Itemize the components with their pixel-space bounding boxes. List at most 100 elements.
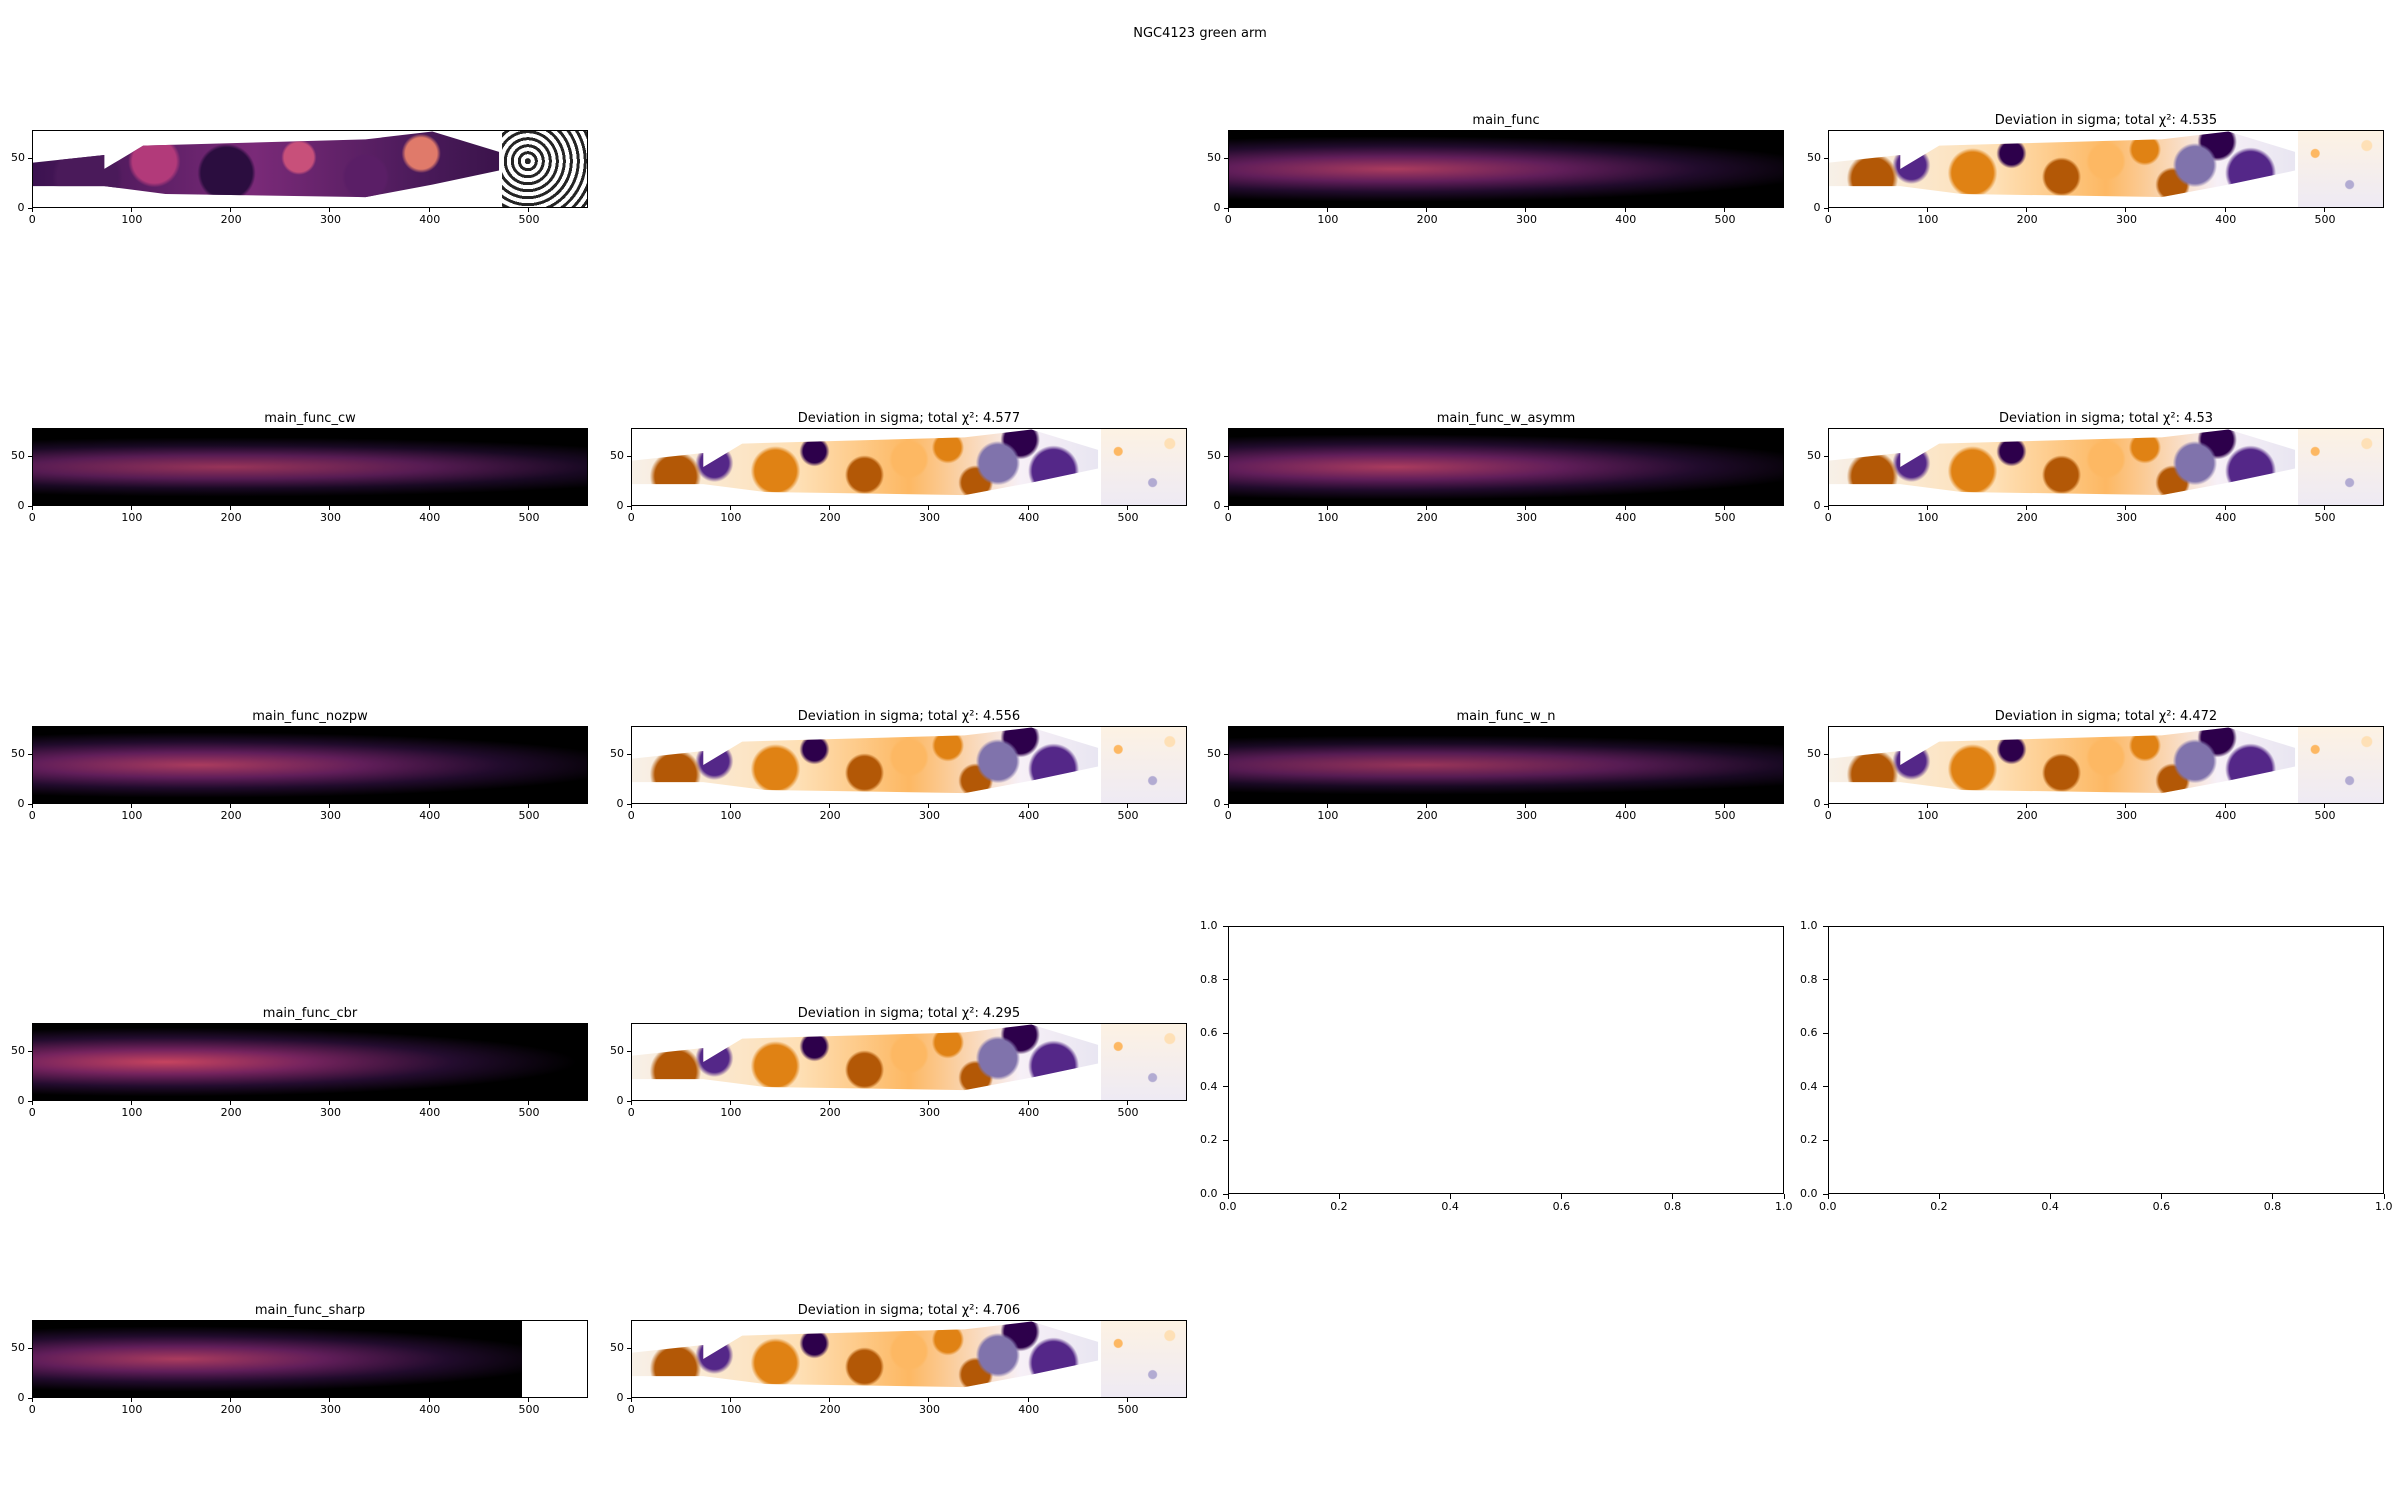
x-tick-mark	[329, 208, 331, 212]
x-tick-mark	[31, 1398, 33, 1402]
y-tick-mark	[1223, 1139, 1228, 1141]
x-tick-mark	[1723, 506, 1725, 510]
x-tick-mark	[829, 1398, 831, 1402]
y-tick-label: 50	[610, 1341, 624, 1354]
x-tick-label: 400	[1018, 1106, 1040, 1119]
x-tick-mark	[2224, 208, 2226, 212]
x-tick-label: 400	[1615, 809, 1637, 822]
x-tick-mark	[1426, 208, 1428, 212]
x-tick-label: 300	[2115, 213, 2137, 226]
x-tick-mark	[1027, 1398, 1029, 1402]
y-tick-mark	[627, 1347, 631, 1349]
x-tick-mark	[630, 506, 632, 510]
axes-frame	[1828, 130, 2384, 208]
x-tick-mark	[2323, 208, 2325, 212]
y-tick-mark	[1223, 1086, 1228, 1088]
x-tick-label: 400	[1018, 1403, 1040, 1416]
x-tick-label: 0	[28, 213, 36, 226]
x-tick-label: 200	[220, 1106, 242, 1119]
x-tick-mark	[2026, 506, 2028, 510]
x-tick-label: 200	[1416, 511, 1438, 524]
y-tick-label: 0	[17, 499, 25, 512]
panel-title: Deviation in sigma; total χ²: 4.53	[1998, 411, 2214, 426]
x-tick-label: 100	[1917, 511, 1939, 524]
x-tick-mark	[1938, 1194, 1940, 1199]
x-tick-mark	[1624, 804, 1626, 808]
y-tick-label: 50	[610, 747, 624, 760]
x-tick-mark	[428, 208, 430, 212]
x-tick-label: 400	[2215, 809, 2237, 822]
panel-title: main_func_cw	[264, 411, 356, 426]
x-tick-mark	[1827, 506, 1829, 510]
x-tick-label: 300	[319, 1403, 341, 1416]
model-image	[32, 428, 588, 506]
panel-title: Deviation in sigma; total χ²: 4.295	[797, 1006, 1021, 1021]
y-tick-label: 0.6	[1800, 1026, 1818, 1040]
x-tick-label: 0	[28, 511, 36, 524]
x-tick-label: 200	[1416, 213, 1438, 226]
x-tick-mark	[1525, 506, 1527, 510]
x-tick-label: 100	[121, 1106, 143, 1119]
x-tick-label: 400	[1615, 213, 1637, 226]
y-tick-mark	[1224, 505, 1228, 507]
x-tick-mark	[2272, 1194, 2274, 1199]
x-tick-mark	[1027, 804, 1029, 808]
x-tick-mark	[1227, 1194, 1229, 1199]
x-tick-label: 500	[518, 1403, 540, 1416]
deviation-image	[631, 428, 1187, 506]
x-tick-mark	[1227, 506, 1229, 510]
x-tick-mark	[2125, 506, 2127, 510]
y-tick-label: 0	[616, 499, 624, 512]
deviation-noise	[1101, 1023, 1187, 1101]
x-tick-mark	[1126, 804, 1128, 808]
y-tick-label: 50	[11, 151, 25, 164]
x-tick-label: 0	[627, 511, 635, 524]
x-tick-mark	[1723, 208, 1725, 212]
x-tick-label: 300	[319, 213, 341, 226]
x-tick-mark	[1827, 1194, 1829, 1199]
axes-frame	[1228, 428, 1784, 506]
x-tick-label: 200	[220, 511, 242, 524]
x-tick-mark	[1326, 208, 1328, 212]
x-tick-mark	[230, 1398, 232, 1402]
panel-title: Deviation in sigma; total χ²: 4.577	[797, 411, 1021, 426]
deviation-image	[631, 726, 1187, 804]
x-tick-mark	[630, 804, 632, 808]
y-tick-mark	[1823, 979, 1828, 981]
y-tick-label: 0	[17, 1391, 25, 1404]
x-tick-mark	[1126, 506, 1128, 510]
x-tick-mark	[2323, 506, 2325, 510]
x-tick-label: 0	[627, 809, 635, 822]
x-tick-label: 200	[2016, 511, 2038, 524]
model-image	[1228, 726, 1784, 804]
x-tick-label: 400	[2215, 511, 2237, 524]
x-tick-mark	[1561, 1194, 1563, 1199]
y-tick-mark	[627, 753, 631, 755]
x-tick-mark	[230, 506, 232, 510]
x-tick-label: 300	[1515, 511, 1537, 524]
x-tick-mark	[130, 506, 132, 510]
y-tick-mark	[1223, 979, 1228, 981]
x-tick-mark	[1326, 804, 1328, 808]
figure-suptitle: NGC4123 green arm	[1133, 26, 1267, 41]
data-noise	[502, 130, 588, 208]
empty-axes	[1828, 926, 2384, 1194]
y-tick-mark	[1824, 505, 1828, 507]
x-tick-label: 300	[918, 1403, 940, 1416]
y-tick-mark	[28, 1050, 32, 1052]
x-tick-mark	[928, 506, 930, 510]
panel-title: main_func_nozpw	[252, 709, 368, 724]
x-tick-label: 0	[627, 1106, 635, 1119]
x-tick-label: 500	[1714, 213, 1736, 226]
x-tick-mark	[1449, 1194, 1451, 1199]
x-tick-label: 200	[819, 809, 841, 822]
y-tick-mark	[1824, 455, 1828, 457]
y-tick-label: 0.2	[1800, 1133, 1818, 1147]
y-tick-label: 1.0	[1200, 919, 1218, 932]
x-tick-mark	[527, 1101, 529, 1105]
x-tick-label: 500	[1714, 511, 1736, 524]
x-tick-mark	[2026, 208, 2028, 212]
y-tick-label: 0.0	[1200, 1187, 1218, 1200]
x-tick-mark	[1827, 804, 1829, 808]
x-tick-mark	[1326, 506, 1328, 510]
